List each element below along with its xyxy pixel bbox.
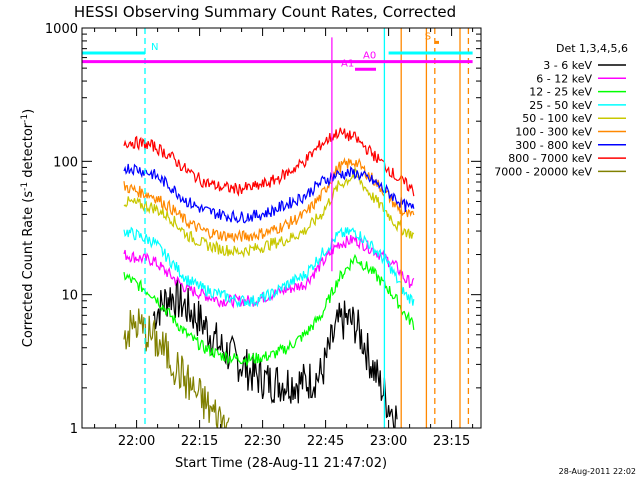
plot-frame [81,27,482,429]
y-axis-label-sup2: -1 [20,114,30,123]
legend-label-2: 6 - 12 keV [536,72,592,85]
status-label-S: S [425,31,431,42]
status-label-A1: A1 [341,58,354,69]
x-tick-label-1: 22:00 [118,434,155,449]
legend-header: Det 1,3,4,5,6 [556,42,628,55]
svg-text:Corrected Count Rate (s-1 dete: Corrected Count Rate (s-1 detector-1) [20,109,36,347]
y-axis-label-mid: detector [21,122,36,182]
legend-label-3: 12 - 25 keV [529,86,592,99]
plot-clip-group [82,28,473,428]
series-line-4 [123,226,415,309]
legend-label-4: 25 - 50 keV [529,99,592,112]
y-tick-label-4: 1000 [45,22,78,37]
x-tick-label-2: 22:15 [181,434,218,449]
legend-label-7: 300 - 800 keV [515,139,592,152]
x-axis-label: Start Time (28-Aug-11 21:47:02) [175,456,387,471]
legend-label-9: 7000 - 20000 keV [494,165,592,178]
legend-label-8: 800 - 7000 keV [508,152,592,165]
plot-area: N A0 A1 S [82,28,473,428]
y-axis: 1 10 100 1000 [45,22,481,437]
y-tick-label-3: 100 [53,155,78,170]
status-label-A0: A0 [363,51,376,62]
y-tick-label-2: 10 [61,289,78,304]
y-axis-label-main: Corrected Count Rate (s [21,191,36,348]
y-axis-label: Corrected Count Rate (s-1 detector-1) [20,109,36,347]
y-axis-label-end: ) [21,109,36,114]
x-tick-label-4: 22:45 [307,434,344,449]
y-tick-label-1: 1 [70,422,78,437]
footer-timestamp: 28-Aug-2011 22:02 [559,467,636,476]
x-axis: 22:00 22:15 22:30 22:45 23:00 23:15 [94,28,474,449]
series-line-6 [123,157,415,243]
series-line-7 [123,163,415,224]
y-axis-label-sup1: -1 [20,182,30,191]
series-line-3 [123,253,415,368]
legend-label-1: 3 - 6 keV [543,59,592,72]
series-line-1 [152,279,398,428]
series-line-5 [123,166,415,259]
chart-title: HESSI Observing Summary Count Rates, Cor… [74,3,456,21]
x-tick-label-6: 23:15 [433,434,470,449]
legend-label-6: 100 - 300 keV [515,126,592,139]
legend-label-5: 50 - 100 keV [522,112,592,125]
series-line-9 [123,308,230,428]
status-label-N: N [151,42,158,53]
x-tick-label-3: 22:30 [244,434,281,449]
series-line-8 [123,127,415,197]
x-tick-label-5: 23:00 [370,434,407,449]
